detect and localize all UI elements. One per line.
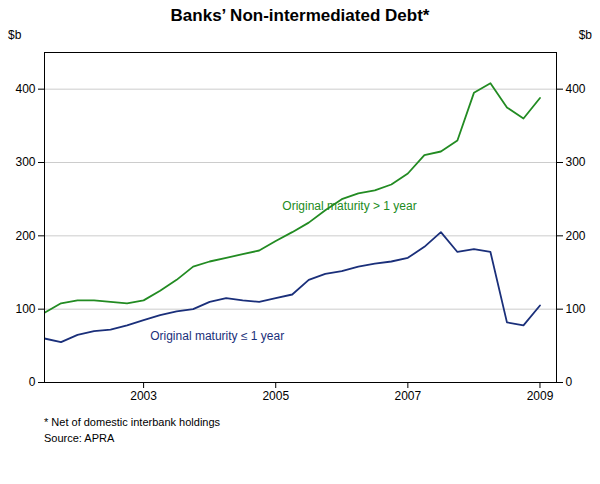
html-text:* Net of domestic interbank ho: * Net of domestic interbank holdings (44, 416, 221, 428)
svg-text:100: 100 (566, 302, 586, 316)
svg-text:400: 400 (566, 82, 586, 96)
svg-text:100: 100 (15, 302, 35, 316)
svg-text:300: 300 (15, 155, 35, 169)
svg-text:2009: 2009 (527, 389, 554, 403)
svg-text:300: 300 (566, 155, 586, 169)
svg-text:Original maturity > 1 year: Original maturity > 1 year (282, 199, 416, 213)
svg-text:400: 400 (15, 82, 35, 96)
svg-text:2003: 2003 (130, 389, 157, 403)
svg-text:Original maturity ≤ 1 year: Original maturity ≤ 1 year (150, 329, 284, 343)
svg-text:2007: 2007 (395, 389, 422, 403)
svg-text:200: 200 (566, 229, 586, 243)
svg-text:0: 0 (566, 375, 573, 389)
svg-text:2005: 2005 (262, 389, 289, 403)
svg-text:0: 0 (29, 375, 36, 389)
html-text:Banks’ Non-intermediated Debt*: Banks’ Non-intermediated Debt* (170, 6, 430, 25)
html-text:$b: $b (8, 28, 22, 42)
html-text:Source: APRA: Source: APRA (44, 432, 115, 444)
svg-text:200: 200 (15, 229, 35, 243)
html-text:$b: $b (578, 28, 592, 42)
